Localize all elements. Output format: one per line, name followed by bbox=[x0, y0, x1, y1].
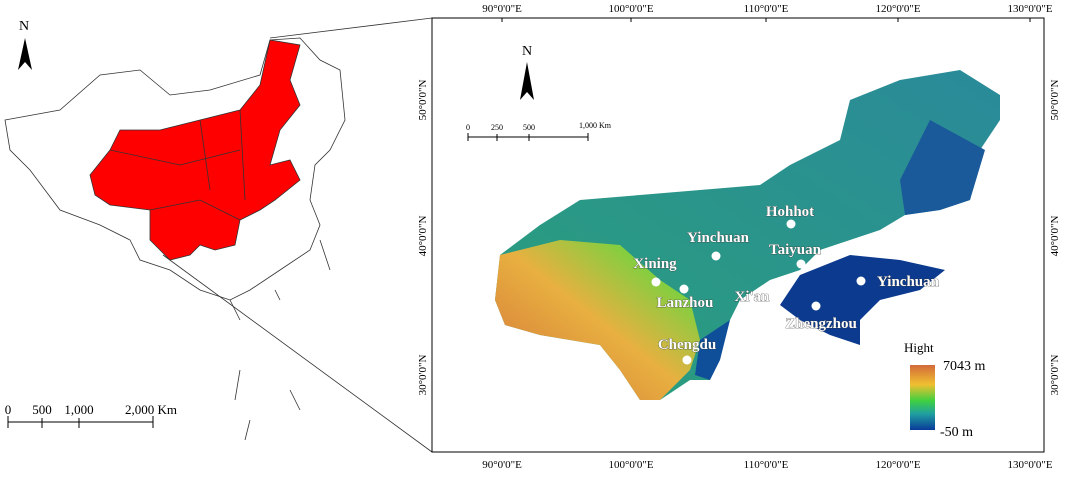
main-scale-bar bbox=[467, 133, 589, 141]
city-label: Taiyuan bbox=[769, 242, 822, 258]
latitude-label: 50°0'0"N bbox=[417, 80, 429, 121]
north-arrow bbox=[18, 38, 32, 70]
scale-label: 250 bbox=[491, 123, 503, 132]
scale-label: 0 bbox=[466, 123, 470, 132]
city-label: Chengdu bbox=[658, 337, 716, 353]
scale-label: 0 bbox=[5, 402, 12, 417]
longitude-label: 120°0'0"E bbox=[875, 3, 920, 15]
city-marker bbox=[856, 276, 866, 286]
latitude-label: 30°0'0"N bbox=[1049, 355, 1061, 396]
latitude-label: 30°0'0"N bbox=[417, 355, 429, 396]
city-label: Yinchuan bbox=[877, 274, 940, 290]
dem bbox=[495, 70, 1000, 400]
north-label: N bbox=[19, 19, 29, 34]
city-marker bbox=[747, 306, 757, 316]
city-marker bbox=[711, 251, 721, 261]
longitude-label: 130°0'0"E bbox=[1007, 3, 1052, 15]
scale-label: 500 bbox=[32, 402, 52, 417]
longitude-label: 90°0'0"E bbox=[482, 3, 522, 15]
city-marker bbox=[811, 301, 821, 311]
legend-max: 7043 m bbox=[943, 359, 986, 374]
legend-title: Hight bbox=[904, 340, 934, 355]
city-label: Zhengzhou bbox=[785, 316, 857, 332]
longitude-label: 100°0'0"E bbox=[608, 459, 653, 471]
latitude-label: 50°0'0"N bbox=[1049, 80, 1061, 121]
city-label: Lanzhou bbox=[657, 295, 714, 311]
city-marker bbox=[651, 277, 661, 287]
longitude-label: 90°0'0"E bbox=[482, 459, 522, 471]
city-label: Xining bbox=[633, 256, 677, 272]
legend-ramp bbox=[910, 365, 935, 430]
north-label: N bbox=[522, 44, 532, 59]
city-label: Yinchuan bbox=[687, 230, 750, 246]
legend-min: -50 m bbox=[940, 425, 973, 440]
scale-label: 1,000 bbox=[64, 402, 93, 417]
city-marker bbox=[682, 355, 692, 365]
north-arrow bbox=[520, 62, 534, 100]
latitude-label: 40°0'0"N bbox=[1049, 216, 1061, 257]
scale-label: 500 bbox=[523, 123, 535, 132]
longitude-label: 100°0'0"E bbox=[608, 3, 653, 15]
overview-map bbox=[4, 17, 433, 453]
longitude-label: 120°0'0"E bbox=[875, 459, 920, 471]
city-marker bbox=[786, 219, 796, 229]
scale-label: 1,000 Km bbox=[579, 121, 612, 130]
city-label: Xi'an bbox=[734, 289, 770, 305]
longitude-label: 130°0'0"E bbox=[1007, 459, 1052, 471]
overview-scale-bar bbox=[7, 416, 154, 428]
longitude-label: 110°0'0"E bbox=[744, 459, 789, 471]
longitude-label: 110°0'0"E bbox=[744, 3, 789, 15]
city-label: Hohhot bbox=[766, 204, 814, 220]
scale-label: 2,000 Km bbox=[125, 402, 177, 417]
city-marker bbox=[679, 284, 689, 294]
latitude-label: 40°0'0"N bbox=[417, 216, 429, 257]
city-marker bbox=[796, 259, 806, 269]
